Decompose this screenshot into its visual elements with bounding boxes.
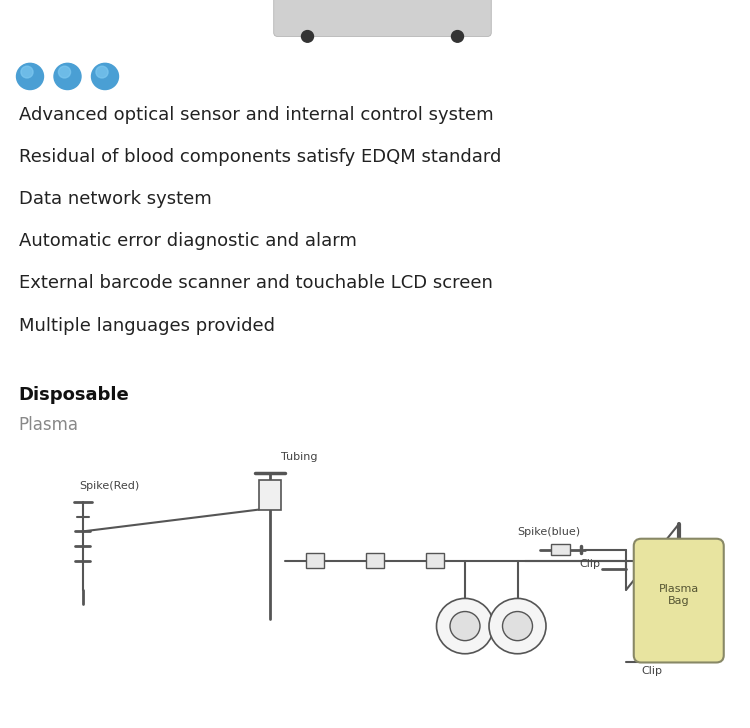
Text: Clip: Clip: [579, 559, 600, 569]
Text: Residual of blood components satisfy EDQM standard: Residual of blood components satisfy EDQ…: [19, 148, 501, 166]
FancyBboxPatch shape: [551, 544, 570, 555]
Circle shape: [436, 598, 494, 654]
Circle shape: [21, 66, 33, 78]
Circle shape: [54, 63, 81, 90]
Circle shape: [450, 612, 480, 641]
FancyBboxPatch shape: [634, 539, 724, 662]
Text: Spike(Red): Spike(Red): [79, 481, 139, 491]
Text: Data network system: Data network system: [19, 190, 211, 208]
Text: Plasma: Plasma: [19, 416, 79, 435]
Circle shape: [452, 31, 464, 42]
Circle shape: [92, 63, 118, 90]
FancyBboxPatch shape: [426, 553, 444, 568]
Circle shape: [503, 612, 532, 641]
Text: Advanced optical sensor and internal control system: Advanced optical sensor and internal con…: [19, 106, 494, 124]
FancyBboxPatch shape: [366, 553, 384, 568]
Circle shape: [16, 63, 44, 90]
FancyBboxPatch shape: [306, 553, 324, 568]
Text: Spike(blue): Spike(blue): [518, 526, 580, 537]
Circle shape: [302, 31, 313, 42]
FancyBboxPatch shape: [259, 480, 281, 510]
Text: Multiple languages provided: Multiple languages provided: [19, 317, 274, 335]
Text: Automatic error diagnostic and alarm: Automatic error diagnostic and alarm: [19, 232, 357, 250]
Text: External barcode scanner and touchable LCD screen: External barcode scanner and touchable L…: [19, 274, 493, 293]
Text: Tubing: Tubing: [281, 452, 318, 462]
Circle shape: [96, 66, 108, 78]
Text: Disposable: Disposable: [19, 386, 130, 404]
Text: Clip: Clip: [641, 666, 662, 676]
FancyBboxPatch shape: [274, 0, 491, 36]
Circle shape: [58, 66, 70, 78]
Text: Plasma
Bag: Plasma Bag: [658, 585, 699, 606]
Circle shape: [489, 598, 546, 654]
